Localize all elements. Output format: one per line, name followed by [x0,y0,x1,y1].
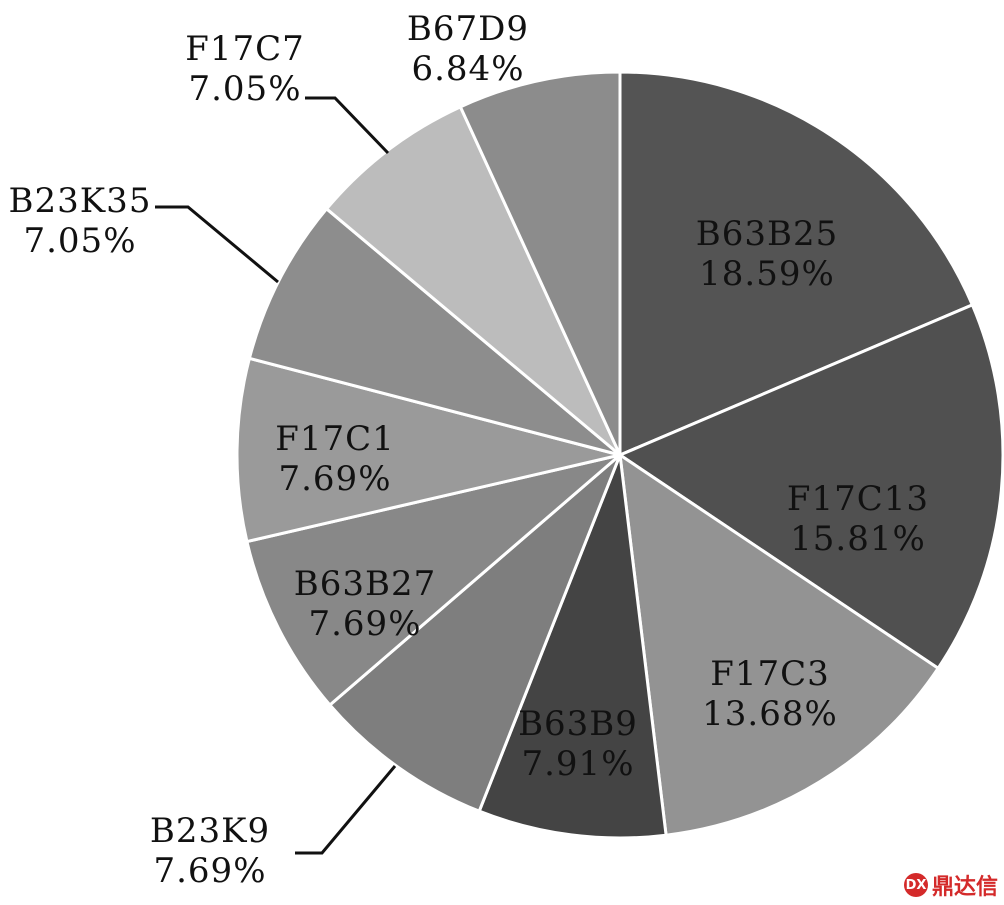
slice-label-f17c13: F17C13 [787,479,929,519]
pie-slice-f17c3 [618,451,941,837]
watermark-logo-icon: DX [903,873,928,897]
slice-value-b23k9: 7.69% [153,851,266,891]
slice-value-b63b27: 7.69% [308,604,421,644]
slice-label-b23k35: B23K35 [9,181,152,221]
slice-value-b23k35: 7.05% [23,221,136,261]
pie-slice-f17c13 [616,302,1004,671]
pie-slice-f17c7 [324,104,622,457]
pie-slice-b23k9 [327,453,622,814]
slice-label-b67d9: B67D9 [407,9,529,49]
slice-value-f17c13: 15.81% [790,519,926,559]
slice-label-f17c7: F17C7 [185,29,305,69]
pie-slice-b63b27 [245,453,621,708]
slice-value-b67d9: 6.84% [411,49,524,89]
slice-label-b63b25: B63B25 [696,214,839,254]
leader-line-f17c7 [305,96,390,155]
leader-line-b23k35 [155,205,279,284]
slice-value-b63b25: 18.59% [699,254,835,294]
slice-label-f17c3: F17C3 [710,654,830,694]
slice-label-b23k9: B23K9 [150,811,270,851]
slice-value-f17c1: 7.69% [278,459,391,499]
pie-slice-b63b25 [618,70,975,458]
pie-slice-b67d9 [458,70,622,456]
watermark: DX 鼎达信 [903,869,998,901]
pie-slice-b63b9 [477,454,668,840]
slice-label-f17c1: F17C1 [275,419,395,459]
slice-value-f17c7: 7.05% [188,69,301,109]
pie-slice-b23k35 [247,206,621,457]
slice-label-b63b9: B63B9 [518,704,638,744]
pie-slice-f17c1 [235,356,621,544]
slice-value-b63b9: 7.91% [521,744,634,784]
slice-value-f17c3: 13.68% [702,694,838,734]
watermark-text: 鼎达信 [931,875,998,900]
leader-line-b23k9 [295,765,397,855]
slice-label-b63b27: B63B27 [294,564,437,604]
